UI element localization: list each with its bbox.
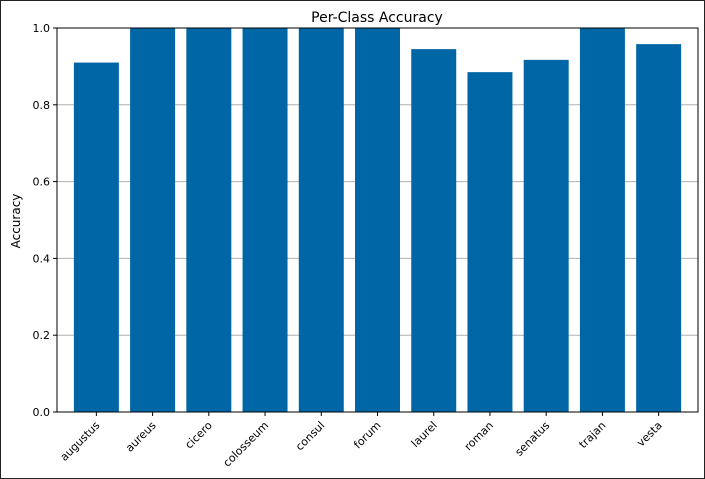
x-tick-label-augustus: augustus [58, 419, 103, 464]
bar-senatus [523, 59, 569, 412]
bars [73, 28, 682, 413]
y-axis-label: Accuracy [9, 194, 23, 249]
x-tick-label-forum: forum [351, 419, 383, 451]
y-axis-ticks: 0.0 0.2 0.4 0.6 0.8 1.0 [33, 22, 57, 419]
x-tick-label-consul: consul [293, 419, 327, 453]
x-tick-label-cicero: cicero [182, 419, 215, 452]
bar-aureus [130, 28, 176, 412]
bar-colosseum [242, 28, 288, 412]
x-tick-label-roman: roman [462, 419, 496, 453]
x-tick-label-senatus: senatus [513, 419, 553, 459]
x-tick-label-aureus: aureus [123, 419, 159, 455]
x-tick-label-laurel: laurel [409, 419, 440, 450]
x-tick-label-trajan: trajan [576, 419, 608, 451]
chart-title: Per-Class Accuracy [311, 10, 443, 26]
bar-trajan [579, 28, 625, 412]
y-tick-label: 0.6 [33, 176, 51, 189]
y-tick-label: 1.0 [33, 22, 51, 35]
x-tick-label-colosseum: colosseum [221, 419, 272, 470]
bar-laurel [411, 49, 457, 413]
y-tick-label: 0.8 [33, 99, 51, 112]
bar-roman [467, 72, 513, 412]
y-tick-label: 0.2 [33, 329, 51, 342]
bar-vesta [636, 44, 682, 413]
y-tick-label: 0.4 [33, 252, 51, 265]
x-tick-label-vesta: vesta [634, 419, 664, 449]
bar-consul [298, 28, 344, 412]
bar-forum [355, 28, 400, 412]
bar-cicero [186, 28, 232, 412]
y-tick-label: 0.0 [33, 406, 51, 419]
bar-augustus [73, 62, 119, 413]
x-axis-ticks: augustus aureus cicero colosseum consul forum… [58, 412, 665, 469]
